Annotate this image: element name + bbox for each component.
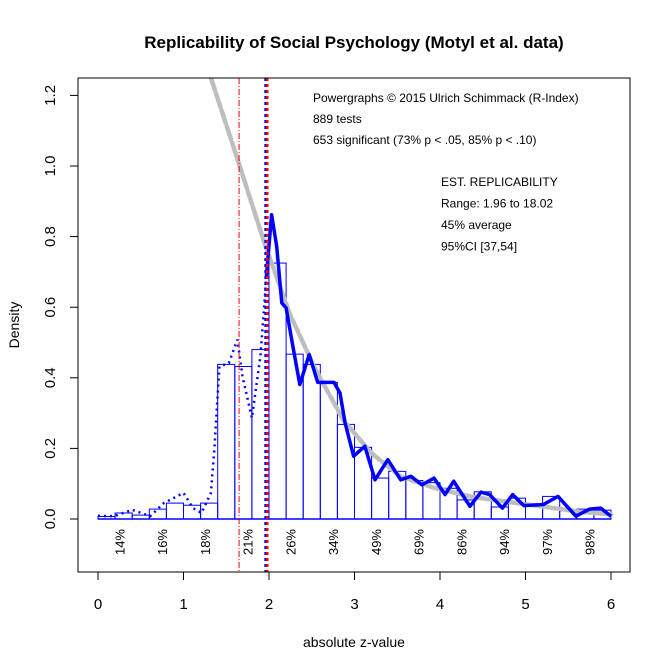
annotation-replicability-line: EST. REPLICABILITY: [441, 175, 558, 189]
power-label: 14%: [112, 529, 127, 555]
power-label: 94%: [497, 529, 512, 555]
x-tick-label: 4: [436, 596, 444, 613]
x-tick-label: 0: [94, 596, 102, 613]
x-axis-label: absolute z-value: [303, 634, 405, 650]
power-label: 21%: [241, 529, 256, 555]
x-tick-label: 1: [179, 596, 187, 613]
power-label: 34%: [326, 529, 341, 555]
power-label: 86%: [454, 529, 469, 555]
power-label: 16%: [155, 529, 170, 555]
y-tick-label: 0.2: [42, 438, 59, 459]
chart-title: Replicability of Social Psychology (Moty…: [144, 33, 563, 52]
annotation-replicability-line: 95%CI [37,54]: [441, 240, 517, 254]
histogram-bar: [183, 504, 202, 520]
y-tick-label: 1.0: [42, 156, 59, 177]
y-tick-label: 0.0: [42, 509, 59, 530]
histogram-bar: [234, 366, 253, 520]
x-tick-label: 3: [350, 596, 358, 613]
histogram-bar: [148, 508, 167, 520]
histogram-bar: [200, 502, 219, 520]
power-label: 49%: [369, 529, 384, 555]
histogram-bar: [405, 480, 424, 520]
histogram-bar: [217, 363, 236, 520]
y-axis-label: Density: [6, 302, 22, 349]
annotation-header-line: 889 tests: [313, 112, 362, 126]
x-tick-label: 2: [265, 596, 273, 613]
power-label: 97%: [540, 529, 555, 555]
annotation-replicability-line: 45% average: [441, 218, 512, 232]
plot-area: 14% 16% 18% 21% 26% 34% 49% 69% 86% 94% 97% 98%: [97, 78, 614, 572]
annotation-header-line: 653 significant (73% p < .05, 85% p < .1…: [313, 133, 536, 147]
power-label: 18%: [198, 529, 213, 555]
annotation-replicability-line: Range: 1.96 to 18.02: [441, 197, 553, 211]
power-label: 98%: [583, 529, 598, 555]
histogram-bar: [165, 502, 184, 520]
y-tick-label: 1.2: [42, 85, 59, 106]
y-tick-label: 0.4: [42, 367, 59, 388]
histogram-bar: [302, 363, 321, 520]
kernel-density-nonsignificant: [97, 276, 268, 518]
x-tick-label: 5: [521, 596, 529, 613]
kernel-density-significant: [264, 212, 613, 518]
power-label: 26%: [283, 529, 298, 555]
annotation-header-line: Powergraphs © 2015 Ulrich Schimmack (R-I…: [313, 91, 579, 105]
histogram-bar: [371, 477, 390, 520]
histogram-bar: [336, 423, 355, 520]
x-tick-label: 6: [607, 596, 615, 613]
power-label: 69%: [412, 529, 427, 555]
y-tick-label: 0.6: [42, 297, 59, 318]
histogram-bar: [490, 506, 509, 520]
y-tick-label: 0.8: [42, 226, 59, 247]
